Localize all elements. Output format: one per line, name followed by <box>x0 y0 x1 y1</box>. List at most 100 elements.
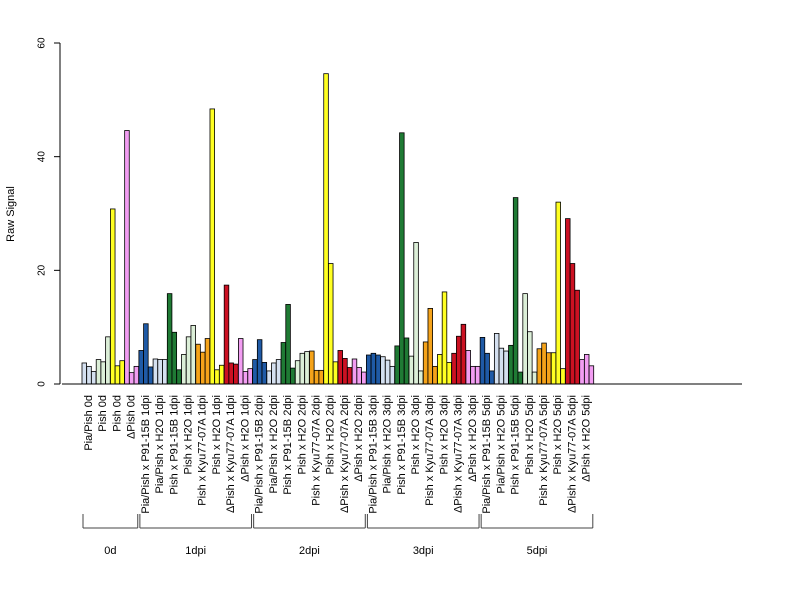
category-label: ΔPish 0d <box>126 395 138 439</box>
bar <box>380 356 386 385</box>
bar <box>313 369 320 385</box>
y-tick-label: 60 <box>37 37 48 49</box>
bar <box>418 370 424 385</box>
bar <box>584 354 590 385</box>
bar-group <box>209 108 225 385</box>
bar <box>157 359 163 385</box>
bar <box>356 367 362 385</box>
bar <box>280 342 287 385</box>
bar <box>214 369 220 385</box>
bar <box>569 263 576 385</box>
bar <box>223 284 230 385</box>
category-label: ΔPish x Kyu77-07A 3dpi <box>453 395 465 513</box>
bar <box>290 367 296 385</box>
group-bracket: 3dpi <box>366 514 480 557</box>
bar <box>242 371 249 385</box>
bar <box>541 342 547 385</box>
bar <box>209 108 215 385</box>
category-label: Pish x H2O 2dpi <box>325 395 337 474</box>
group-label: 5dpi <box>527 545 548 557</box>
y-tick-label: 20 <box>37 264 48 276</box>
category-label: ΔPish x H2O 1dpi <box>239 395 251 482</box>
bar <box>304 351 310 385</box>
bar-group <box>465 350 481 385</box>
bar-group <box>408 242 424 385</box>
bar <box>531 371 538 385</box>
bar-group <box>238 338 253 385</box>
bar <box>536 348 543 385</box>
category-label: ΔPish x Kyu77-07A 5dpi <box>566 395 578 513</box>
category-label: Pish x Kyu77-07A 1dpi <box>197 395 209 506</box>
bar <box>124 130 130 385</box>
category-label: Pish x P91-15B 5dpi <box>510 395 522 495</box>
bar <box>95 359 102 385</box>
bar <box>512 197 519 385</box>
bar <box>427 308 433 385</box>
bar <box>413 242 419 385</box>
bar <box>256 339 263 385</box>
bar <box>171 331 178 385</box>
bar-group <box>166 293 182 385</box>
bar <box>399 132 405 385</box>
group-bracket: 2dpi <box>253 514 366 557</box>
bar <box>309 350 315 385</box>
bar <box>110 208 116 385</box>
category-label: Pish x H2O 1dpi <box>182 395 194 474</box>
bar <box>204 338 211 385</box>
category-label: Pia/Pish x P91-15B 1dpi <box>140 395 152 514</box>
bar <box>451 352 457 385</box>
bar-group <box>437 291 452 385</box>
bar <box>508 344 514 385</box>
bar-group <box>579 354 595 385</box>
bar-group <box>280 304 296 385</box>
bar <box>498 347 505 385</box>
bar <box>147 366 154 385</box>
bar-group <box>309 350 324 385</box>
bar-group <box>195 338 211 385</box>
bar <box>133 365 140 385</box>
bar <box>162 359 168 385</box>
bar <box>422 341 429 385</box>
bar <box>579 359 585 385</box>
category-label: ΔPish x H2O 5dpi <box>581 395 593 482</box>
bar <box>105 336 111 385</box>
bar <box>271 362 277 385</box>
bar-group <box>508 197 523 385</box>
bar <box>389 365 396 385</box>
group-brackets: 0d 1dpi 2dpi 3dpi 5dpi <box>82 514 594 557</box>
bar-group <box>394 132 410 385</box>
bar <box>489 370 495 385</box>
bar <box>266 370 272 385</box>
bar <box>332 361 339 385</box>
category-label: Pish x H2O 3dpi <box>410 395 422 474</box>
category-label: ΔPish x H2O 2dpi <box>353 395 365 482</box>
bar <box>394 345 400 385</box>
bar-group <box>81 362 97 385</box>
bar <box>456 335 462 385</box>
bar-group <box>294 351 310 385</box>
category-label: Pish x Kyu77-07A 3dpi <box>424 395 436 506</box>
category-label: Pia/Pish 0d <box>83 395 95 451</box>
y-axis: 0 20 40 60 <box>37 37 61 387</box>
bar <box>86 365 92 385</box>
bar <box>484 352 490 385</box>
bar <box>228 362 234 385</box>
bar-group <box>323 73 339 385</box>
bars-layer <box>81 73 595 385</box>
group-label: 1dpi <box>185 545 206 557</box>
category-label: Pia/Pish x P91-15B 3dpi <box>367 395 379 514</box>
bar <box>384 359 391 385</box>
category-label: Pia/Pish x P91-15B 2dpi <box>254 395 266 514</box>
bar <box>527 331 533 385</box>
bar <box>176 369 182 385</box>
bar <box>181 354 187 385</box>
category-label: ΔPish x H2O 3dpi <box>467 395 479 482</box>
bar <box>465 350 471 385</box>
category-label: Pish x H2O 2dpi <box>296 395 308 474</box>
bar <box>91 371 97 385</box>
bar <box>517 371 523 385</box>
category-label: ΔPish x Kyu77-07A 2dpi <box>339 395 351 513</box>
bar <box>522 293 528 385</box>
bar-group <box>110 208 125 385</box>
